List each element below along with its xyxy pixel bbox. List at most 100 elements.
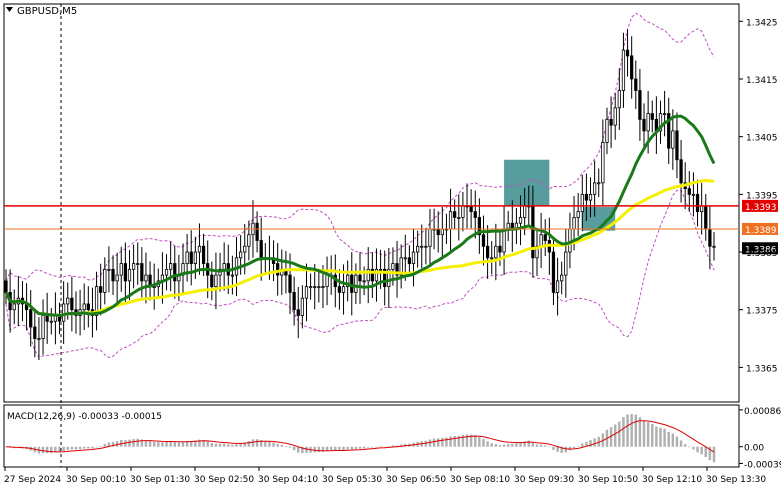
candle (691, 172, 696, 217)
candle-body (712, 245, 716, 248)
candle (555, 257, 560, 316)
macd-bar (432, 438, 436, 447)
time-tick-label: 30 Sep 08:10 (450, 475, 510, 485)
macd-bar (194, 440, 197, 447)
candle-body (354, 274, 358, 293)
macd-bar (136, 438, 139, 447)
candle (304, 263, 309, 322)
candle-body (321, 286, 325, 289)
candle-body (33, 326, 37, 339)
time-tick-label: 30 Sep 02:50 (194, 475, 254, 485)
candle-body (440, 228, 444, 236)
price-tick-label: 1.3415 (746, 76, 778, 86)
candle (346, 260, 350, 302)
macd-bar (362, 446, 366, 449)
candle-body (403, 257, 407, 260)
candle (173, 245, 177, 299)
candle-body (37, 338, 41, 340)
candle-body (131, 263, 136, 270)
macd-bar (646, 422, 650, 447)
macd-bar (675, 436, 679, 447)
macd-bar (490, 443, 493, 447)
candle (407, 245, 412, 277)
candle (580, 174, 584, 232)
macd-bar (354, 446, 358, 449)
macd-bar (494, 444, 498, 447)
macd-bar (539, 444, 543, 447)
candle (490, 241, 494, 275)
macd-bar (206, 441, 209, 447)
macd-bar (58, 446, 61, 453)
candle (94, 271, 99, 331)
macd-bar (531, 443, 535, 447)
candle-body (308, 286, 313, 289)
candle-body (436, 228, 440, 236)
candle (593, 160, 597, 217)
candle-body (572, 217, 576, 230)
macd-bar (45, 446, 49, 454)
macd-bar (712, 446, 716, 463)
candle-body (687, 188, 691, 195)
candle (712, 232, 716, 261)
candle (354, 263, 358, 305)
candle-body (300, 297, 304, 316)
candle (625, 29, 630, 77)
zone-1 (504, 159, 550, 206)
candle-body (679, 159, 683, 184)
candle-body (667, 113, 671, 149)
candle-body (490, 257, 494, 260)
macd-bar (441, 437, 444, 447)
macd-bar (268, 441, 271, 447)
candle-body (584, 193, 589, 201)
macd-bar (651, 424, 654, 447)
macd-bar (157, 442, 160, 447)
candle (617, 68, 621, 130)
time-tick-label: 30 Sep 05:30 (322, 475, 382, 485)
candle-body (45, 315, 49, 322)
candle-body (247, 234, 251, 247)
candle (189, 230, 193, 286)
macd-bar (50, 446, 53, 454)
price-tick-label: 1.3405 (746, 134, 778, 144)
macd-bar (284, 445, 288, 447)
dropdown-triangle-icon[interactable] (6, 7, 13, 12)
candle (399, 244, 403, 289)
candle (420, 224, 424, 269)
macd-bar (638, 417, 642, 447)
candle-body (609, 118, 613, 126)
macd-bar (103, 443, 107, 447)
macd-bar (593, 438, 596, 447)
level-label-current: 1.3386 (745, 245, 777, 255)
candle (584, 173, 589, 221)
candle (230, 255, 235, 295)
candle (621, 32, 626, 108)
candle-body (276, 263, 280, 276)
candle-body (197, 245, 202, 253)
candle-body (243, 245, 247, 253)
candle (609, 96, 613, 149)
candle (416, 230, 420, 268)
main-plot-frame (3, 3, 740, 403)
candle (671, 109, 675, 170)
macd-bar (297, 446, 300, 453)
candle-body (119, 263, 123, 276)
candle (49, 307, 53, 335)
candle-body (337, 286, 342, 293)
macd-bar (41, 446, 45, 454)
macd-bar (132, 439, 135, 447)
macd-bar (453, 435, 456, 447)
candle (494, 223, 498, 281)
macd-bar (506, 443, 510, 447)
candle-body (605, 118, 609, 143)
macd-bar (128, 439, 131, 447)
candle-body (107, 268, 111, 271)
candle (613, 93, 617, 140)
macd-bar (560, 446, 563, 453)
candle (473, 190, 477, 239)
macd-bar (111, 441, 115, 447)
macd-bar (255, 439, 259, 447)
candle (424, 228, 428, 265)
macd-bar (243, 442, 246, 447)
candle (144, 252, 148, 304)
